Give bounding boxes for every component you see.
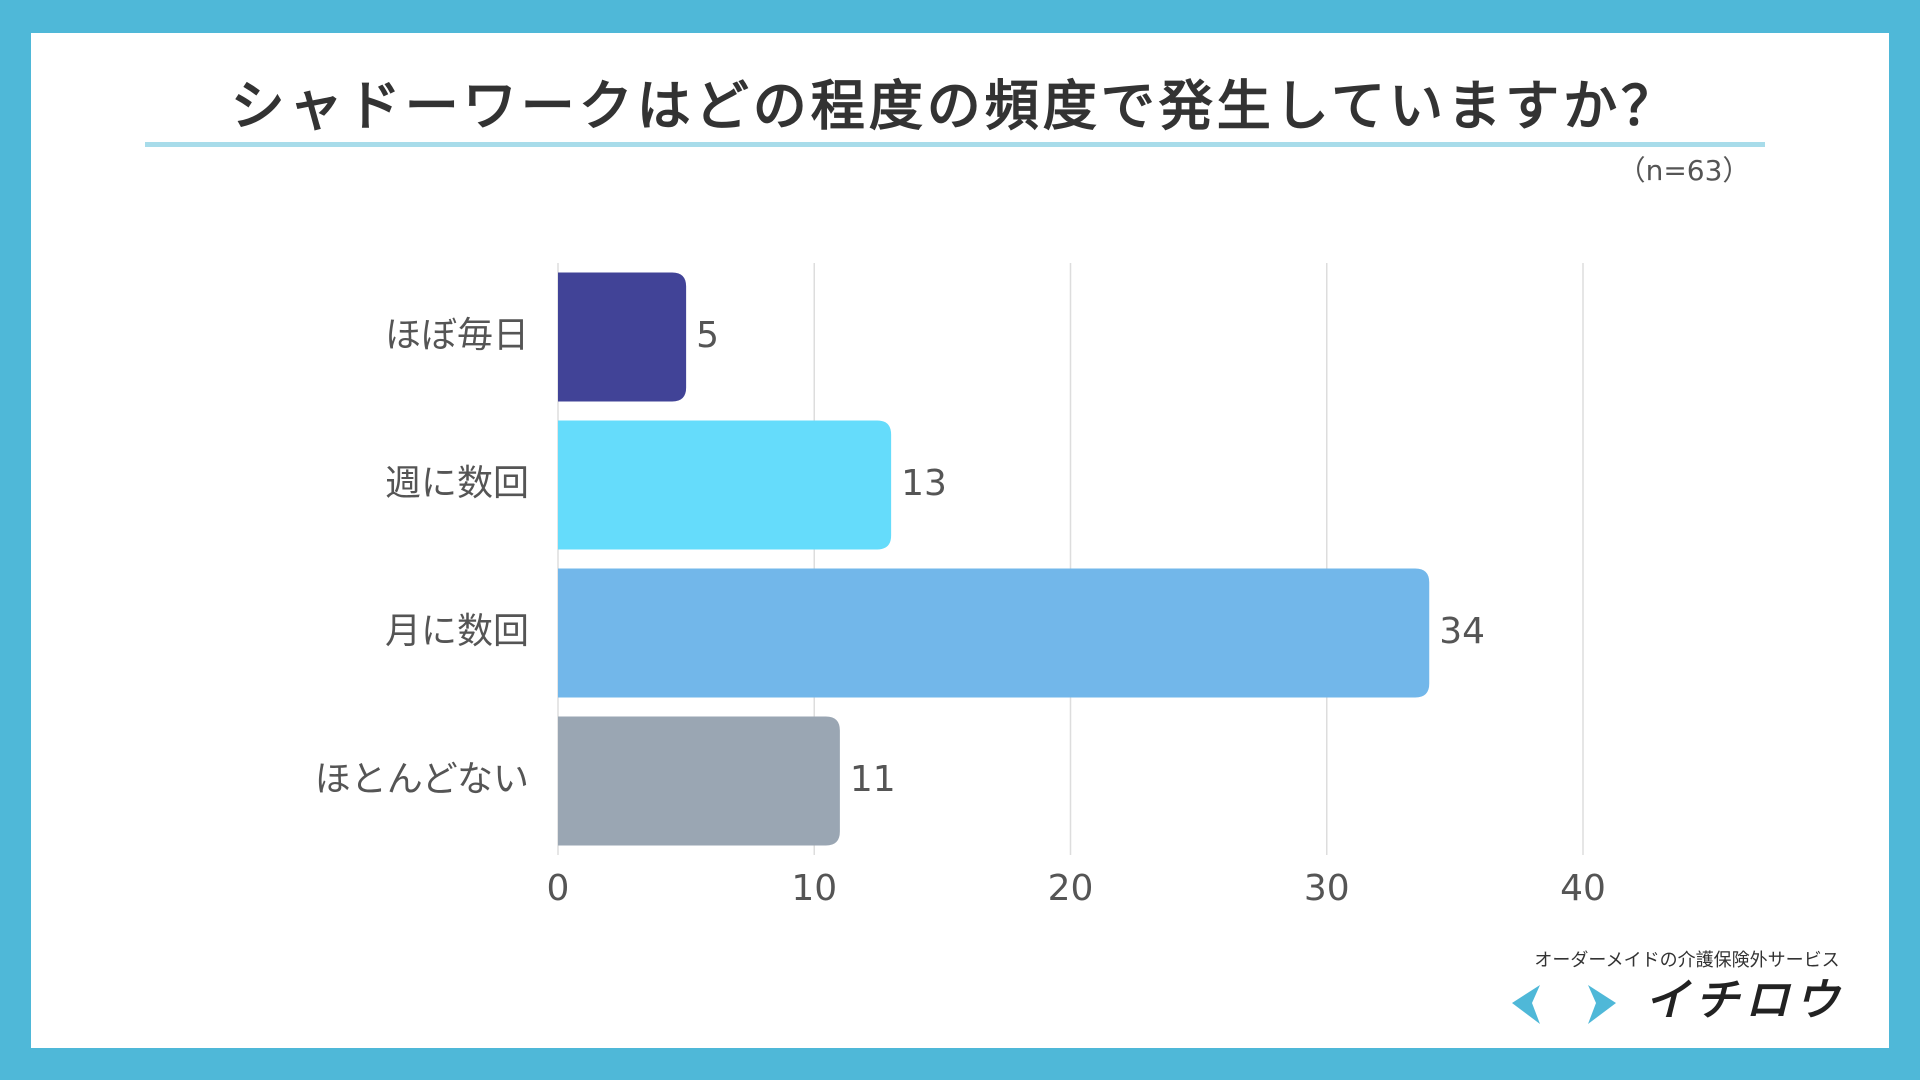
subtitle: （n=63） bbox=[1618, 154, 1751, 187]
logo-chevron bbox=[1588, 985, 1616, 1024]
y-tick-label: ほぼ毎日 bbox=[385, 315, 529, 356]
y-tick-label: 週に数回 bbox=[385, 463, 529, 504]
x-tick-label: 40 bbox=[1560, 868, 1606, 909]
x-tick-label: 10 bbox=[791, 868, 837, 909]
value-label: 13 bbox=[901, 463, 947, 504]
panel bbox=[31, 33, 1889, 1048]
y-tick-label: 月に数回 bbox=[385, 611, 529, 652]
bar bbox=[558, 420, 892, 550]
x-tick-label: 20 bbox=[1048, 868, 1094, 909]
bar bbox=[558, 716, 840, 846]
logo-name: イチロウ bbox=[1645, 975, 1845, 1026]
title-underline bbox=[145, 142, 1765, 147]
logo-tagline: オーダーメイドの介護保険外サービス bbox=[1534, 950, 1839, 971]
logo: オーダーメイドの介護保険外サービス イチロウ bbox=[1512, 950, 1845, 1026]
value-label: 5 bbox=[696, 315, 719, 356]
logo-chevron bbox=[1512, 985, 1540, 1024]
chart-title: シャドーワークはどの程度の頻度で発生していますか？ bbox=[231, 75, 1679, 138]
value-label: 34 bbox=[1439, 611, 1485, 652]
bar bbox=[558, 272, 687, 402]
x-tick-label: 0 bbox=[547, 868, 570, 909]
x-tick-label: 30 bbox=[1304, 868, 1350, 909]
bar bbox=[558, 568, 1430, 698]
y-tick-label: ほとんどない bbox=[315, 759, 529, 800]
value-label: 11 bbox=[850, 759, 896, 800]
